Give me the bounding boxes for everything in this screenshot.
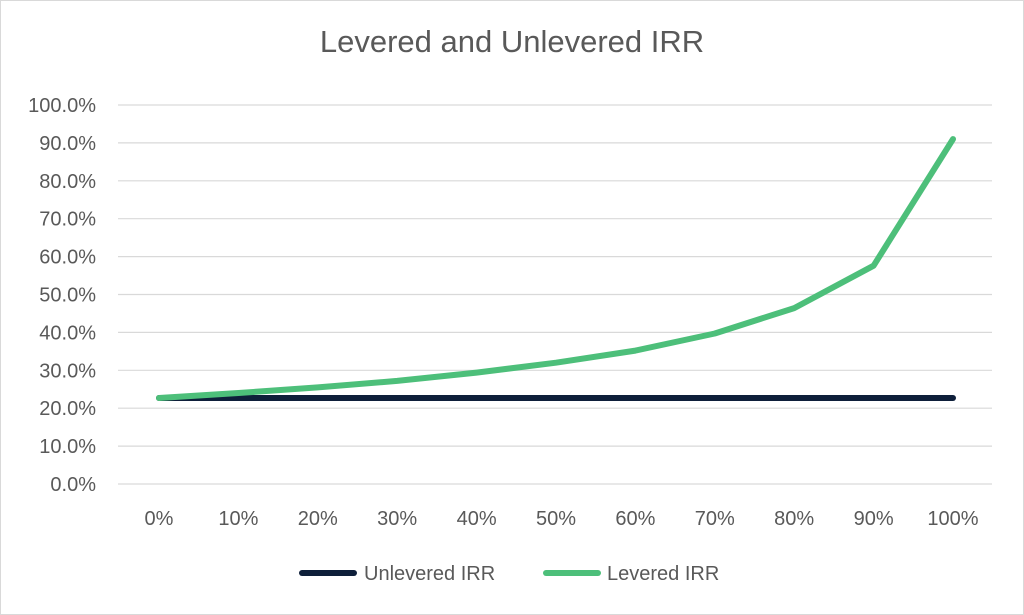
x-tick-label: 30%: [377, 508, 417, 530]
y-tick-label: 80.0%: [39, 171, 96, 193]
y-tick-label: 60.0%: [39, 247, 96, 269]
x-tick-label: 20%: [298, 508, 338, 530]
x-tick-label: 10%: [218, 508, 258, 530]
y-tick-label: 10.0%: [39, 436, 96, 458]
chart-title: Levered and Unlevered IRR: [319, 24, 705, 59]
legend-label: Unlevered IRR: [364, 563, 495, 585]
y-tick-label: 90.0%: [39, 133, 96, 155]
series-line-levered-irr: [156, 136, 956, 401]
y-tick-label: 20.0%: [39, 398, 96, 420]
y-tick-label: 0.0%: [50, 474, 96, 496]
gridlines: [118, 104, 992, 485]
legend: Unlevered IRR Levered IRR: [299, 563, 719, 585]
y-tick-label: 70.0%: [39, 209, 96, 231]
x-tick-label: 40%: [457, 508, 497, 530]
x-tick-label: 0%: [145, 508, 174, 530]
y-tick-label: 30.0%: [39, 360, 96, 382]
legend-label: Levered IRR: [607, 563, 719, 585]
y-tick-label: 50.0%: [39, 285, 96, 307]
x-tick-label: 60%: [615, 508, 655, 530]
x-tick-label: 100%: [927, 508, 978, 530]
x-tick-label: 50%: [536, 508, 576, 530]
y-axis-ticks: 0.0% 10.0% 20.0% 30.0% 40.0% 50.0% 60.0% 70.0% 8…: [28, 95, 96, 496]
y-tick-label: 100.0%: [28, 95, 96, 117]
x-axis-ticks: 0% 10% 20% 30% 40% 50% 60% 70% 80% 90% 100%: [145, 508, 979, 530]
x-tick-label: 70%: [695, 508, 735, 530]
series-lines: [156, 136, 956, 401]
y-tick-label: 40.0%: [39, 322, 96, 344]
x-tick-label: 90%: [854, 508, 894, 530]
x-tick-label: 80%: [774, 508, 814, 530]
